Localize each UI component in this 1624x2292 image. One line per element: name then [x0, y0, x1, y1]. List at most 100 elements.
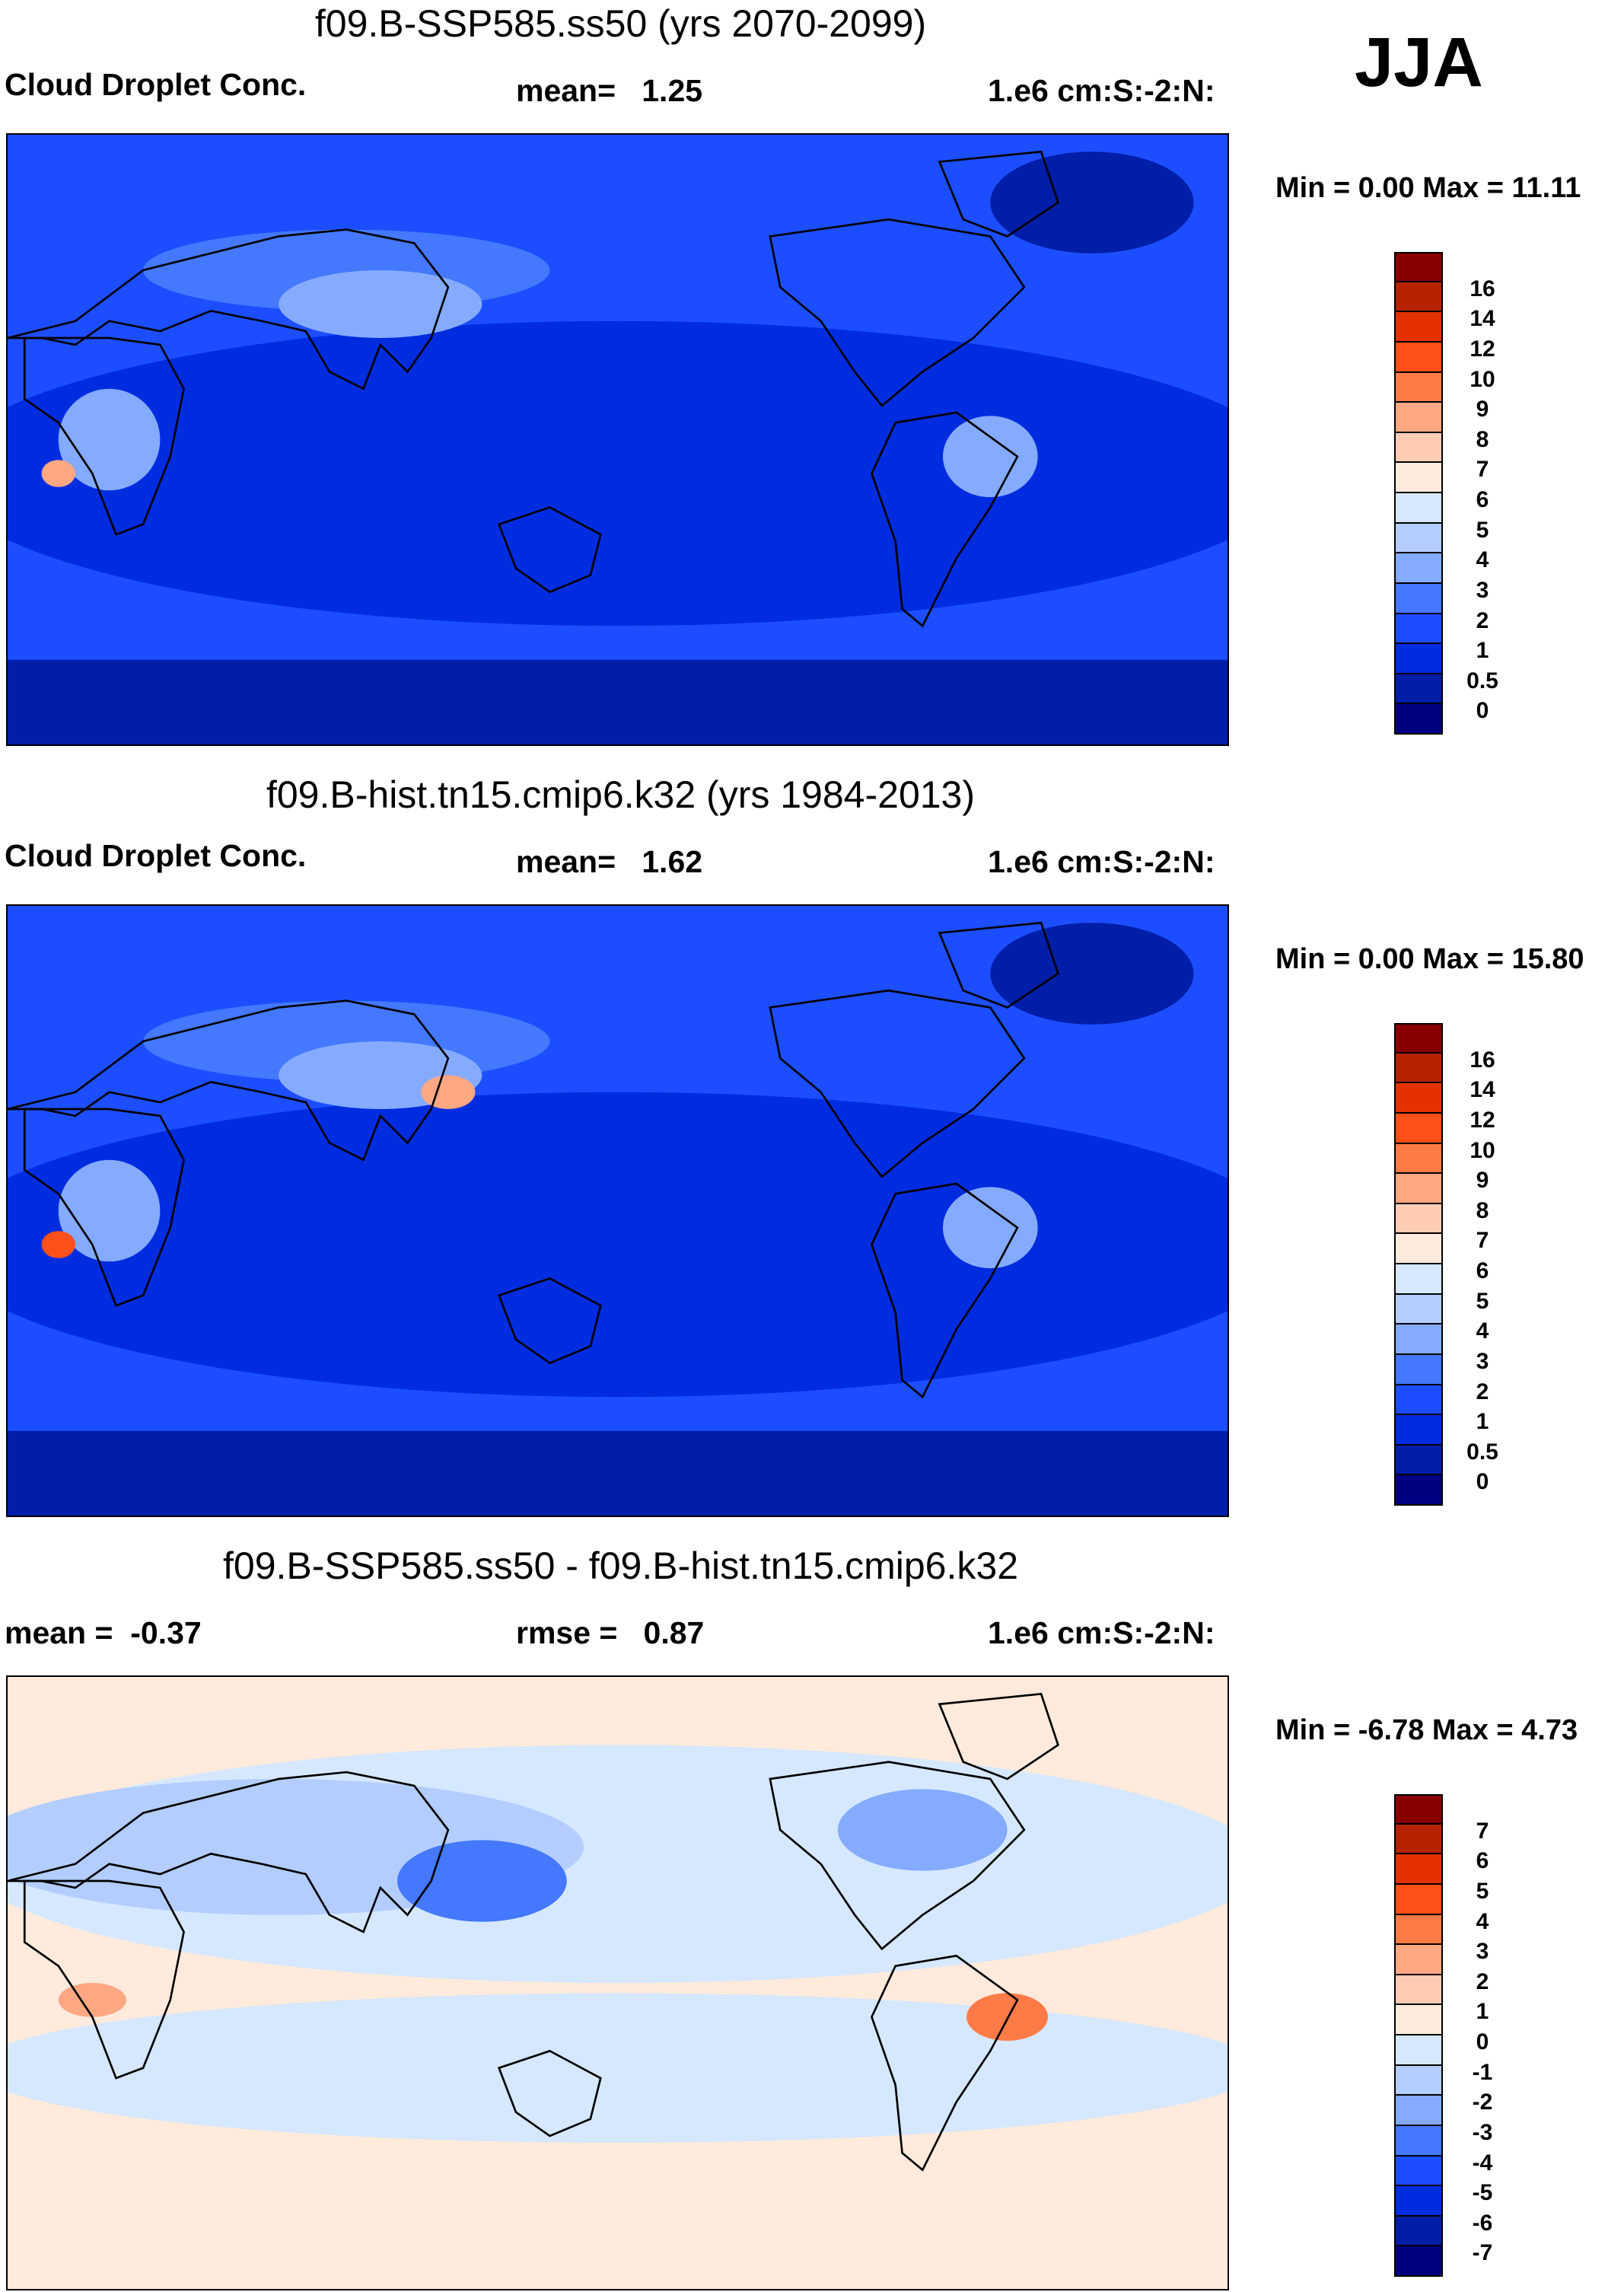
colorbar: 7 6 5 4 3 2 1 0 -1 -2 -3 -4 -5 -6 -7	[1394, 1794, 1492, 2277]
colorbar-box	[1394, 1882, 1443, 1915]
colorbar-box	[1394, 2245, 1443, 2277]
colorbar-tick-label: 1	[1476, 1999, 1489, 2025]
coastline	[497, 2049, 602, 2137]
field-region	[990, 151, 1194, 253]
panel-title: f09.B-SSP585.ss50 (yrs 2070-2099)	[314, 2, 927, 45]
colorbar-box	[1394, 2004, 1443, 2035]
colorbar-box	[1394, 1051, 1443, 1084]
colorbar-tick-label: 5	[1476, 1878, 1489, 1904]
coastline	[871, 1954, 1019, 2172]
colorbar: 16 14 12 10 9 8 7 6 5 4 3 2 1 0.5 0	[1394, 1023, 1498, 1506]
colorbar-box	[1394, 2154, 1443, 2187]
rmse-label: rmse = 0.87	[516, 1615, 705, 1650]
variable-label: Cloud Droplet Conc.	[5, 67, 307, 102]
colorbar-tick-label: 16	[1470, 276, 1495, 301]
colorbar-box	[1394, 1383, 1443, 1416]
mean-label: mean= 1.25	[516, 73, 703, 108]
colorbar-tick-label: -5	[1472, 2180, 1493, 2206]
colorbar-tick-label: 9	[1476, 1168, 1489, 1194]
coastline	[8, 999, 450, 1162]
colorbar-tick-label: 14	[1470, 1077, 1495, 1103]
colorbar-tick-label: -3	[1472, 2119, 1493, 2145]
minmax-label: Min = -6.78 Max = 4.73	[1275, 1714, 1578, 1746]
colorbar-box	[1394, 1353, 1443, 1385]
colorbar-tick-label: 0	[1476, 2029, 1489, 2055]
colorbar-box	[1394, 280, 1443, 313]
map-plot	[6, 904, 1229, 1517]
colorbar-box	[1394, 521, 1443, 554]
map-field	[8, 1677, 1228, 2289]
field-region	[58, 1159, 161, 1262]
coastline	[938, 1692, 1059, 1780]
colorbar-box	[1394, 401, 1443, 433]
field-region	[41, 460, 76, 487]
colorbar-box	[1394, 703, 1443, 735]
field-region	[942, 416, 1038, 498]
colorbar-tick-label: 3	[1476, 1348, 1489, 1374]
panel-title: f09.B-SSP585.ss50 - f09.B-hist.tn15.cmip…	[223, 1544, 1018, 1587]
colorbar-box	[1394, 1172, 1443, 1204]
colorbar-box	[1394, 672, 1443, 705]
colorbar-box	[1394, 1082, 1443, 1114]
coastline	[871, 1182, 1019, 1399]
colorbar-tick-label: 10	[1470, 366, 1495, 392]
field-region	[41, 1231, 76, 1258]
coastline	[497, 506, 602, 594]
coastline	[769, 989, 1026, 1178]
coastline	[769, 218, 1026, 407]
colorbar-box	[1394, 492, 1443, 524]
colorbar-box	[1394, 1414, 1443, 1446]
colorbar-box	[1394, 2214, 1443, 2247]
minmax-label: Min = 0.00 Max = 11.11	[1275, 172, 1581, 204]
colorbar-box	[1394, 582, 1443, 614]
colorbar-tick-label: 2	[1476, 607, 1489, 633]
colorbar-box	[1394, 642, 1443, 674]
field-region	[58, 1983, 126, 2017]
colorbar-tick-label: 7	[1476, 457, 1489, 483]
colorbar-tick-label: 4	[1476, 1908, 1489, 1934]
colorbar-box	[1394, 2094, 1443, 2126]
field-region	[942, 1187, 1038, 1269]
colorbar-box	[1394, 1474, 1443, 1506]
colorbar-box	[1394, 2185, 1443, 2217]
colorbar-box	[1394, 252, 1443, 282]
units-label: 1.e6 cm:S:-2:N:	[988, 73, 1215, 108]
colorbar-box	[1394, 340, 1443, 373]
colorbar-tick-label: 0.5	[1466, 1439, 1498, 1465]
colorbar-box	[1394, 1443, 1443, 1476]
colorbar-box	[1394, 1913, 1443, 1946]
colorbar-tick-label: 0	[1476, 698, 1489, 724]
colorbar-tick-label: 8	[1476, 426, 1489, 452]
colorbar-tick-label: 1	[1476, 638, 1489, 664]
colorbar-tick-label: 10	[1470, 1137, 1495, 1163]
field-region	[8, 659, 1228, 744]
field-region	[8, 1092, 1228, 1398]
colorbar-tick-label: 8	[1476, 1197, 1489, 1223]
colorbar-tick-label: 9	[1476, 397, 1489, 422]
colorbar-box	[1394, 1023, 1443, 1054]
colorbar-box	[1394, 1293, 1443, 1325]
units-label: 1.e6 cm:S:-2:N:	[988, 1615, 1215, 1650]
season-label: JJA	[1355, 24, 1483, 101]
coastline	[497, 1277, 602, 1365]
colorbar-tick-label: 0	[1476, 1469, 1489, 1495]
field-region	[837, 1789, 1008, 1871]
colorbar-tick-label: 3	[1476, 577, 1489, 603]
colorbar-box	[1394, 612, 1443, 645]
colorbar-tick-label: -7	[1472, 2240, 1493, 2266]
coastline	[8, 1771, 450, 1933]
coastline	[8, 228, 450, 391]
colorbar-box	[1394, 371, 1443, 403]
field-region	[8, 1430, 1228, 1516]
colorbar-tick-label: 4	[1476, 1318, 1489, 1344]
colorbar-tick-label: -4	[1472, 2150, 1493, 2176]
colorbar-box	[1394, 311, 1443, 343]
mean-value: -0.37	[130, 1615, 202, 1650]
colorbar-box	[1394, 1794, 1443, 1825]
colorbar-box	[1394, 1973, 1443, 2006]
colorbar-tick-label: 4	[1476, 547, 1489, 573]
coastline	[769, 1761, 1026, 1951]
colorbar-tick-label: -1	[1472, 2059, 1493, 2085]
field-region	[421, 1075, 476, 1109]
field-region	[279, 270, 482, 338]
